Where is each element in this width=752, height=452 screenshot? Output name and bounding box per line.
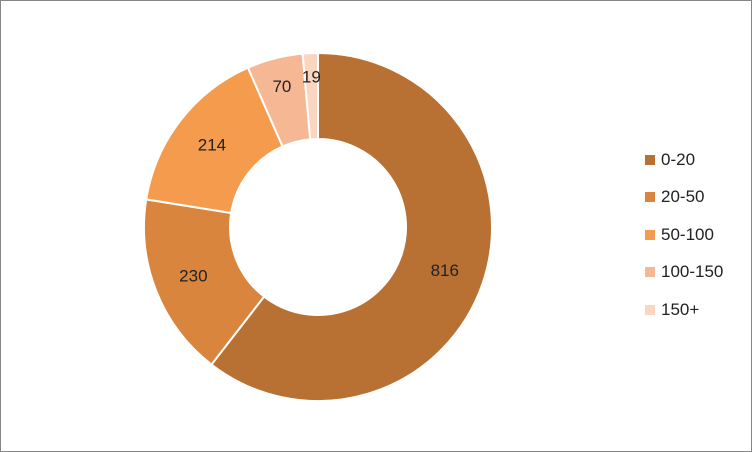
data-label-20-50: 230 xyxy=(179,267,207,286)
legend-item-150+: 150+ xyxy=(645,291,723,329)
legend-item-20-50: 20-50 xyxy=(645,179,723,217)
data-label-50-100: 214 xyxy=(198,136,226,155)
data-label-0-20: 816 xyxy=(431,261,459,280)
legend-item-0-20: 0-20 xyxy=(645,141,723,179)
legend-item-100-150: 100-150 xyxy=(645,254,723,292)
legend-swatch xyxy=(645,304,655,315)
legend-item-50-100: 50-100 xyxy=(645,216,723,254)
legend: 0-20 20-50 50-100 100-150 150+ xyxy=(645,141,723,329)
data-label-100-150: 70 xyxy=(272,77,291,96)
legend-label: 100-150 xyxy=(661,262,724,282)
slices-group xyxy=(143,51,493,402)
legend-label: 50-100 xyxy=(661,224,714,244)
legend-label: 20-50 xyxy=(661,187,705,207)
legend-swatch xyxy=(645,192,655,203)
slice-150+ xyxy=(301,51,319,141)
legend-swatch xyxy=(645,154,655,165)
data-labels-group: 816 230 214 70 19 xyxy=(179,68,459,286)
data-label-150+: 19 xyxy=(302,68,321,87)
legend-label: 0-20 xyxy=(661,149,696,169)
legend-swatch xyxy=(645,267,655,278)
slice-0-20 xyxy=(210,51,493,402)
legend-label: 150+ xyxy=(661,299,700,319)
legend-swatch xyxy=(645,229,655,240)
